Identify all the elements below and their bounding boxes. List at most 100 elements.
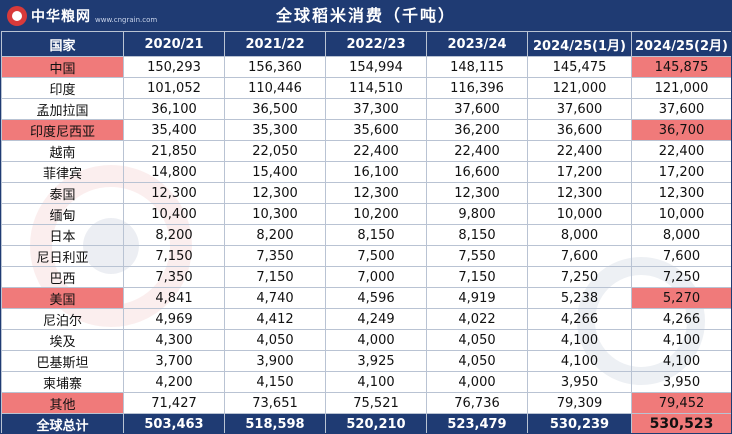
value-cell: 7,250	[527, 266, 632, 288]
country-name-cell: 越南	[1, 140, 124, 162]
value-cell: 150,293	[123, 56, 225, 78]
country-name-cell: 菲律宾	[1, 161, 124, 183]
value-cell: 4,412	[224, 308, 326, 330]
value-cell: 4,000	[325, 329, 427, 351]
value-cell: 35,600	[325, 119, 427, 141]
page-title: 全球稻米消费（千吨）	[275, 6, 456, 25]
value-cell: 79,309	[527, 392, 632, 414]
value-cell: 21,850	[123, 140, 225, 162]
value-cell: 22,400	[527, 140, 632, 162]
value-cell: 520,210	[325, 413, 427, 433]
value-cell: 71,427	[123, 392, 225, 414]
country-name-cell: 尼日利亚	[1, 245, 124, 267]
value-cell: 7,350	[224, 245, 326, 267]
country-name-cell: 巴西	[1, 266, 124, 288]
value-cell: 4,100	[631, 329, 731, 351]
value-cell: 12,300	[325, 182, 427, 204]
value-cell: 4,841	[123, 287, 225, 309]
value-cell: 7,550	[426, 245, 528, 267]
value-cell: 5,270	[631, 287, 731, 309]
value-cell: 8,150	[426, 224, 528, 246]
column-header-country: 国家	[1, 31, 124, 57]
country-name-cell: 中国	[1, 56, 124, 78]
value-cell: 12,300	[527, 182, 632, 204]
value-cell: 4,050	[426, 329, 528, 351]
table-row: 尼泊尔 4,969 4,412 4,249 4,022 4,266 4,266	[1, 308, 731, 330]
country-name-cell: 尼泊尔	[1, 308, 124, 330]
value-cell: 36,100	[123, 98, 225, 120]
table-row: 泰国 12,300 12,300 12,300 12,300 12,300 12,300	[1, 182, 731, 204]
table-row: 中国 150,293 156,360 154,994 148,115 145,475 145…	[1, 56, 731, 78]
value-cell: 7,150	[426, 266, 528, 288]
value-cell: 17,200	[527, 161, 632, 183]
country-name-cell: 日本	[1, 224, 124, 246]
value-cell: 4,100	[631, 350, 731, 372]
table-row: 尼日利亚 7,150 7,350 7,500 7,550 7,600 7,600	[1, 245, 731, 267]
table-row: 印度尼西亚 35,400 35,300 35,600 36,200 36,600 36,70…	[1, 119, 731, 141]
table-row: 柬埔寨 4,200 4,150 4,100 4,000 3,950 3,950	[1, 371, 731, 393]
value-cell: 12,300	[224, 182, 326, 204]
value-cell: 22,400	[426, 140, 528, 162]
value-cell: 36,600	[527, 119, 632, 141]
value-cell: 75,521	[325, 392, 427, 414]
value-cell: 518,598	[224, 413, 326, 433]
value-cell: 37,600	[527, 98, 632, 120]
value-cell: 4,596	[325, 287, 427, 309]
value-cell: 76,736	[426, 392, 528, 414]
value-cell: 530,239	[527, 413, 632, 433]
value-cell: 4,919	[426, 287, 528, 309]
table-row: 菲律宾 14,800 15,400 16,100 16,600 17,200 17,200	[1, 161, 731, 183]
value-cell: 10,400	[123, 203, 225, 225]
value-cell: 35,300	[224, 119, 326, 141]
value-cell: 10,000	[527, 203, 632, 225]
value-cell: 145,475	[527, 56, 632, 78]
value-cell: 8,200	[123, 224, 225, 246]
value-cell: 22,400	[631, 140, 731, 162]
value-cell: 17,200	[631, 161, 731, 183]
value-cell: 101,052	[123, 77, 225, 99]
value-cell: 4,050	[224, 329, 326, 351]
value-cell: 16,600	[426, 161, 528, 183]
value-cell: 523,479	[426, 413, 528, 433]
value-cell: 110,446	[224, 77, 326, 99]
value-cell: 10,300	[224, 203, 326, 225]
table-row: 其他 71,427 73,651 75,521 76,736 79,309 79,452	[1, 392, 731, 414]
column-header-2024-25-jan: 2024/25(1月)	[527, 31, 632, 57]
value-cell: 12,300	[123, 182, 225, 204]
value-cell: 37,600	[631, 98, 731, 120]
value-cell: 36,500	[224, 98, 326, 120]
value-cell: 22,400	[325, 140, 427, 162]
value-cell: 121,000	[527, 77, 632, 99]
value-cell: 4,050	[426, 350, 528, 372]
value-cell: 4,249	[325, 308, 427, 330]
value-cell: 4,100	[527, 329, 632, 351]
value-cell: 8,000	[527, 224, 632, 246]
site-logo: 中华粮网 www.cngrain.com	[7, 5, 157, 27]
value-cell: 4,200	[123, 371, 225, 393]
country-name-cell: 美国	[1, 287, 124, 309]
value-cell: 7,600	[527, 245, 632, 267]
value-cell: 35,400	[123, 119, 225, 141]
value-cell: 530,523	[631, 413, 731, 433]
table-row: 缅甸 10,400 10,300 10,200 9,800 10,000 10,000	[1, 203, 731, 225]
table-row: 印度 101,052 110,446 114,510 116,396 121,000 121…	[1, 77, 731, 99]
value-cell: 4,969	[123, 308, 225, 330]
value-cell: 8,200	[224, 224, 326, 246]
country-name-cell: 孟加拉国	[1, 98, 124, 120]
country-name-cell: 印度	[1, 77, 124, 99]
value-cell: 36,700	[631, 119, 731, 141]
value-cell: 7,150	[224, 266, 326, 288]
table-row: 孟加拉国 36,100 36,500 37,300 37,600 37,600 37,600	[1, 98, 731, 120]
value-cell: 12,300	[426, 182, 528, 204]
table-body: 中国 150,293 156,360 154,994 148,115 145,475 145…	[1, 56, 731, 433]
value-cell: 16,100	[325, 161, 427, 183]
logo-name: 中华粮网	[31, 9, 91, 25]
country-name-cell: 埃及	[1, 329, 124, 351]
consumption-table: 国家 2020/21 2021/22 2022/23 2023/24 2024/…	[1, 31, 731, 433]
country-name-cell: 缅甸	[1, 203, 124, 225]
table-row: 巴基斯坦 3,700 3,900 3,925 4,050 4,100 4,100	[1, 350, 731, 372]
value-cell: 503,463	[123, 413, 225, 433]
value-cell: 4,300	[123, 329, 225, 351]
value-cell: 116,396	[426, 77, 528, 99]
